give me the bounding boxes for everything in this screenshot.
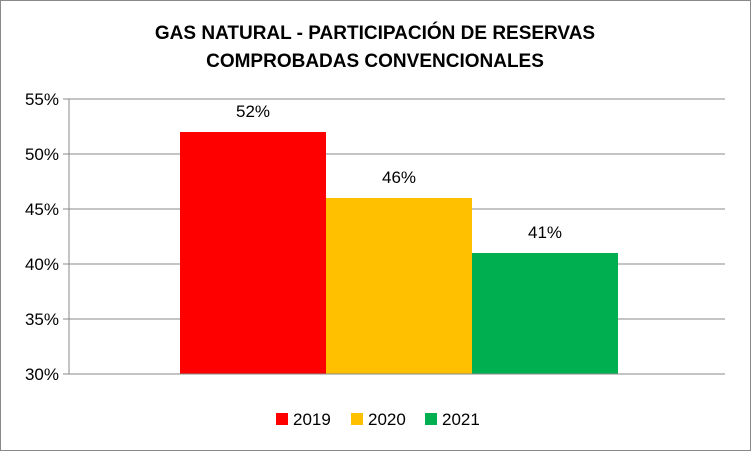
- bar-2020: [326, 198, 472, 374]
- axes: [68, 99, 725, 375]
- legend-swatch-2021: [425, 413, 437, 425]
- y-tick-label: 45%: [25, 200, 59, 219]
- legend-swatch-2019: [276, 413, 288, 425]
- data-labels: 52% 46% 41%: [236, 102, 562, 242]
- legend-label-2021: 2021: [442, 410, 480, 429]
- data-label-2020: 46%: [382, 168, 416, 187]
- chart-title-line1: GAS NATURAL - PARTICIPACIÓN DE RESERVAS: [155, 22, 595, 44]
- legend-swatch-2020: [351, 413, 363, 425]
- y-tick-label: 30%: [25, 365, 59, 384]
- bar-2021: [472, 253, 618, 374]
- chart-title-line2: COMPROBADAS CONVENCIONALES: [206, 51, 544, 72]
- bar-2019: [180, 132, 326, 374]
- legend-label-2019: 2019: [293, 410, 331, 429]
- y-axis-ticks: 55% 50% 45% 40% 35% 30%: [25, 90, 69, 384]
- y-tick-label: 50%: [25, 145, 59, 164]
- legend: 2019 2020 2021: [276, 410, 480, 429]
- y-tick-label: 35%: [25, 310, 59, 329]
- bars: [180, 132, 618, 374]
- data-label-2019: 52%: [236, 102, 270, 121]
- data-label-2021: 41%: [528, 223, 562, 242]
- y-tick-label: 40%: [25, 255, 59, 274]
- y-tick-label: 55%: [25, 90, 59, 109]
- legend-label-2020: 2020: [368, 410, 406, 429]
